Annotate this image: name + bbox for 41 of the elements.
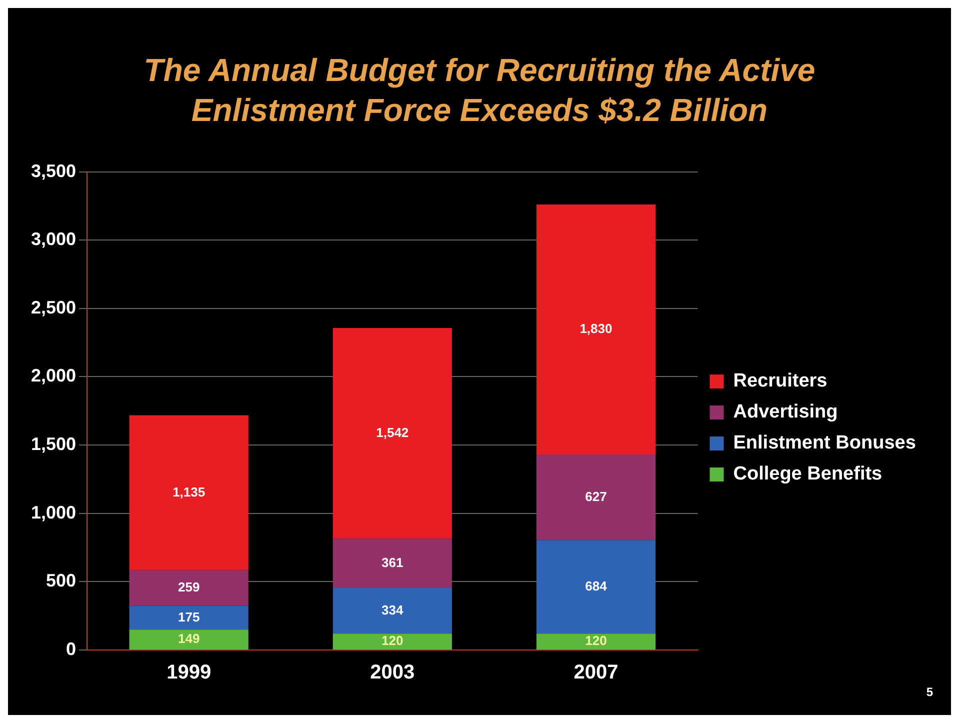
- bar: [332, 634, 452, 650]
- legend-label: College Benefits: [733, 464, 882, 485]
- x-tick-label: 2003: [370, 662, 415, 684]
- bar: [332, 328, 452, 539]
- data-label: 1,135: [172, 484, 206, 500]
- bar: [332, 538, 452, 588]
- bar: [536, 540, 656, 634]
- legend-label: Recruiters: [733, 370, 828, 392]
- data-label: 259: [178, 580, 200, 595]
- text: 5: [926, 685, 933, 699]
- y-tick-label: 500: [46, 570, 76, 591]
- chart-title: The Annual Budget for Recruiting the Active Enlistment Force Exceeds $3.2 Billion: [142, 51, 816, 130]
- x-tick-label: 1999: [166, 662, 212, 684]
- bar: [129, 415, 248, 570]
- x-tick-label: 2007: [574, 662, 618, 684]
- legend-label: Advertising: [733, 402, 838, 423]
- y-tick-label: 2,500: [30, 297, 76, 318]
- y-tick-label: 3,000: [30, 229, 76, 250]
- y-tick-label: 0: [66, 638, 76, 659]
- bar: [536, 204, 656, 454]
- bar: [129, 630, 248, 650]
- data-label: 334: [382, 602, 404, 618]
- data-label: 1,830: [580, 321, 612, 336]
- bar: [536, 634, 656, 650]
- data-label: 1,542: [376, 424, 409, 440]
- bar: [129, 606, 248, 630]
- data-label: 120: [585, 633, 607, 648]
- data-label: 361: [382, 554, 404, 570]
- bar: [332, 588, 452, 634]
- y-tick-label: 2,000: [30, 366, 76, 386]
- legend-label: Enlistment Bonuses: [733, 432, 916, 454]
- y-tick-label: 1,000: [30, 502, 76, 522]
- bar: [129, 570, 248, 606]
- data-label: 627: [585, 488, 607, 504]
- data-label: 684: [585, 578, 608, 594]
- data-label: 175: [178, 609, 200, 624]
- data-label: 149: [178, 631, 200, 646]
- y-tick-label: 3,500: [30, 160, 76, 181]
- y-tick-label: 1,500: [30, 434, 76, 454]
- bar: [536, 454, 656, 540]
- data-label: 120: [382, 633, 404, 648]
